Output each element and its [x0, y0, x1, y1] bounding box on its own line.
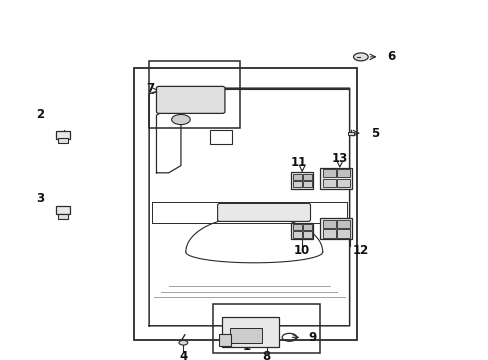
- Text: 10: 10: [293, 244, 310, 257]
- FancyBboxPatch shape: [217, 203, 310, 221]
- Bar: [322, 179, 335, 187]
- Bar: [229, 328, 261, 343]
- Bar: [336, 179, 349, 187]
- Bar: [336, 229, 349, 238]
- FancyBboxPatch shape: [156, 86, 224, 113]
- Bar: [336, 169, 349, 177]
- Text: 1: 1: [243, 340, 250, 353]
- Bar: [292, 181, 302, 187]
- Bar: [292, 225, 302, 230]
- Bar: [218, 334, 230, 346]
- Bar: [292, 231, 302, 238]
- Bar: [302, 181, 311, 187]
- Text: 12: 12: [352, 244, 368, 257]
- Text: 3: 3: [37, 192, 44, 205]
- Bar: [322, 169, 335, 177]
- Bar: [56, 206, 70, 214]
- Text: 2: 2: [37, 108, 44, 121]
- Bar: [292, 174, 302, 180]
- Bar: [134, 68, 356, 340]
- Ellipse shape: [171, 114, 190, 125]
- Text: 7: 7: [145, 82, 154, 95]
- Bar: [320, 218, 351, 239]
- Bar: [302, 225, 311, 230]
- Bar: [336, 220, 349, 228]
- Ellipse shape: [179, 341, 187, 345]
- Text: 8: 8: [262, 350, 270, 360]
- Bar: [322, 229, 335, 238]
- Bar: [320, 168, 351, 189]
- Bar: [56, 131, 70, 139]
- Ellipse shape: [353, 53, 367, 61]
- Bar: [58, 214, 68, 219]
- Text: 5: 5: [370, 127, 378, 140]
- Text: 13: 13: [331, 152, 347, 165]
- Bar: [210, 130, 232, 144]
- Text: 4: 4: [179, 350, 187, 360]
- Bar: [58, 138, 68, 143]
- Text: 11: 11: [290, 156, 307, 169]
- Bar: [222, 317, 278, 347]
- Bar: [347, 132, 353, 135]
- Bar: [290, 223, 313, 239]
- Bar: [302, 174, 311, 180]
- Bar: [290, 172, 313, 189]
- Text: 9: 9: [307, 331, 316, 344]
- Bar: [302, 231, 311, 238]
- Bar: [149, 61, 239, 128]
- Bar: [322, 220, 335, 228]
- Bar: [212, 304, 320, 353]
- Text: 6: 6: [386, 50, 395, 63]
